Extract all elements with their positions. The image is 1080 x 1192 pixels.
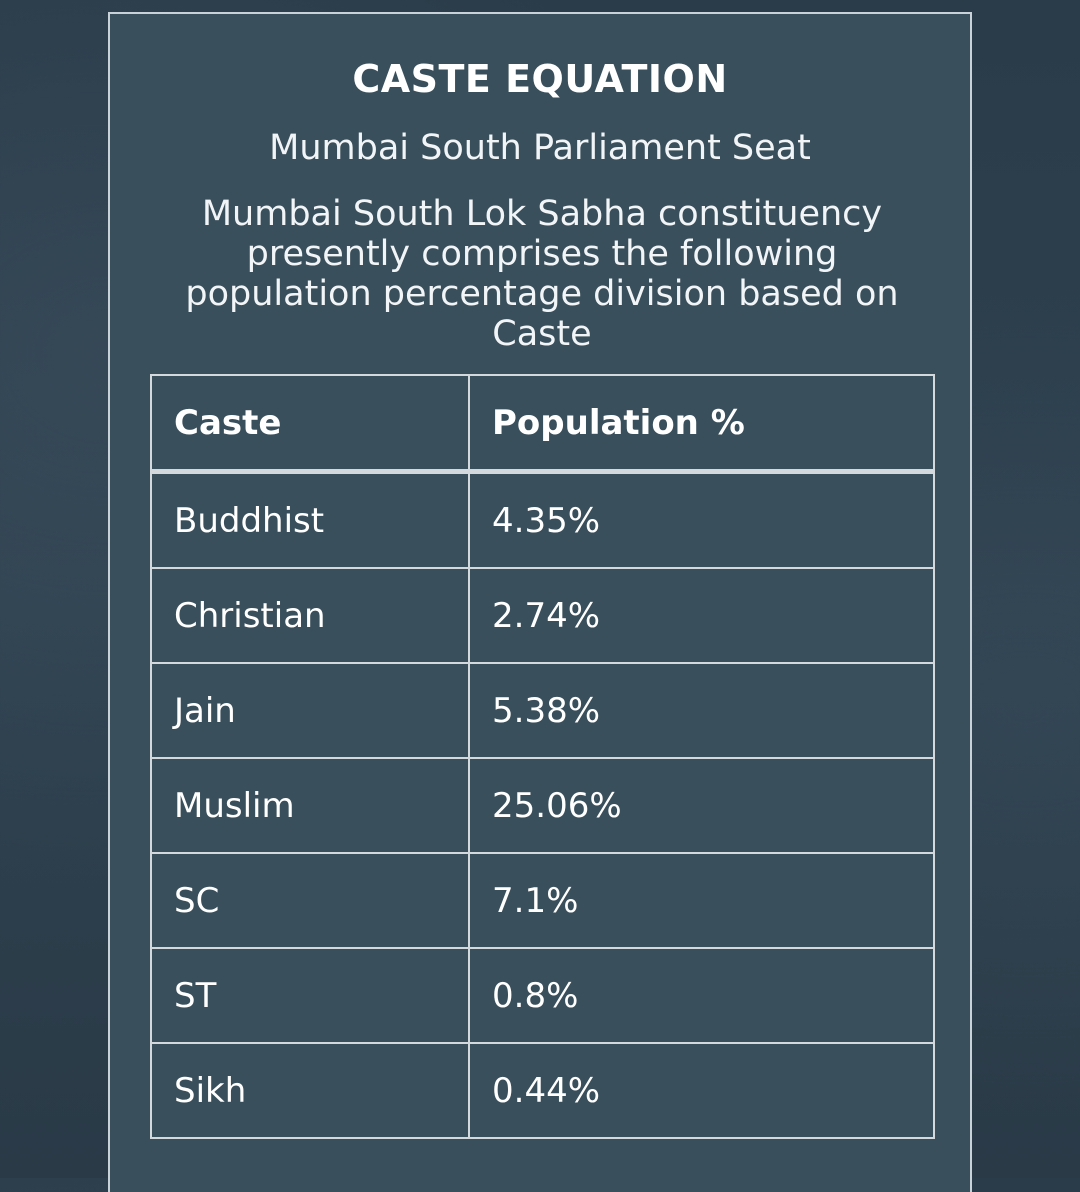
population-cell: 0.8% xyxy=(468,947,935,1044)
caste-cell: Christian xyxy=(150,567,470,664)
population-cell: 5.38% xyxy=(468,662,935,759)
population-cell: 0.44% xyxy=(468,1042,935,1139)
table-row: Buddhist 4.35% xyxy=(150,470,935,569)
header-population: Population % xyxy=(468,374,935,474)
card-title: CASTE EQUATION xyxy=(352,57,728,101)
population-cell: 4.35% xyxy=(468,470,935,569)
caste-cell: Sikh xyxy=(150,1042,470,1139)
table-row: Jain 5.38% xyxy=(150,662,935,759)
caste-equation-card: CASTE EQUATION Mumbai South Parliament S… xyxy=(108,12,972,1192)
table-row: SC 7.1% xyxy=(150,852,935,949)
card-subtitle: Mumbai South Parliament Seat xyxy=(269,128,811,168)
caste-cell: ST xyxy=(150,947,470,1044)
caste-cell: Buddhist xyxy=(150,470,470,569)
table-header-row: Caste Population % xyxy=(150,374,935,474)
population-cell: 25.06% xyxy=(468,757,935,854)
table-row: Muslim 25.06% xyxy=(150,757,935,854)
header-caste: Caste xyxy=(150,374,470,474)
population-cell: 7.1% xyxy=(468,852,935,949)
caste-population-table: Caste Population % Buddhist 4.35% Christ… xyxy=(150,374,935,1139)
table-row: ST 0.8% xyxy=(150,947,935,1044)
population-cell: 2.74% xyxy=(468,567,935,664)
table-row: Sikh 0.44% xyxy=(150,1042,935,1139)
caste-cell: Jain xyxy=(150,662,470,759)
caste-cell: SC xyxy=(150,852,470,949)
card-description: Mumbai South Lok Sabha constituency pres… xyxy=(185,194,899,354)
table-row: Christian 2.74% xyxy=(150,567,935,664)
caste-cell: Muslim xyxy=(150,757,470,854)
